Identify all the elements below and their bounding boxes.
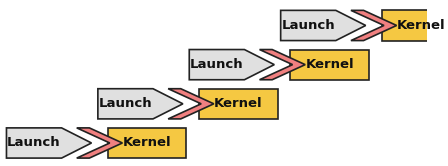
Text: Launch: Launch: [190, 58, 244, 71]
Polygon shape: [189, 49, 274, 80]
Polygon shape: [259, 49, 305, 80]
Text: Launch: Launch: [281, 19, 335, 32]
Bar: [199, 89, 278, 119]
Text: Launch: Launch: [7, 136, 61, 150]
Polygon shape: [280, 10, 366, 41]
Bar: [108, 128, 186, 158]
Polygon shape: [351, 10, 396, 41]
Text: Kernel: Kernel: [397, 19, 445, 32]
Text: Kernel: Kernel: [306, 58, 354, 71]
Polygon shape: [77, 128, 122, 158]
Text: Kernel: Kernel: [214, 97, 263, 110]
Text: Kernel: Kernel: [123, 136, 171, 150]
Polygon shape: [168, 89, 214, 119]
Bar: [290, 49, 369, 80]
Text: Launch: Launch: [99, 97, 152, 110]
Polygon shape: [98, 89, 183, 119]
Polygon shape: [6, 128, 91, 158]
Bar: [382, 10, 448, 41]
